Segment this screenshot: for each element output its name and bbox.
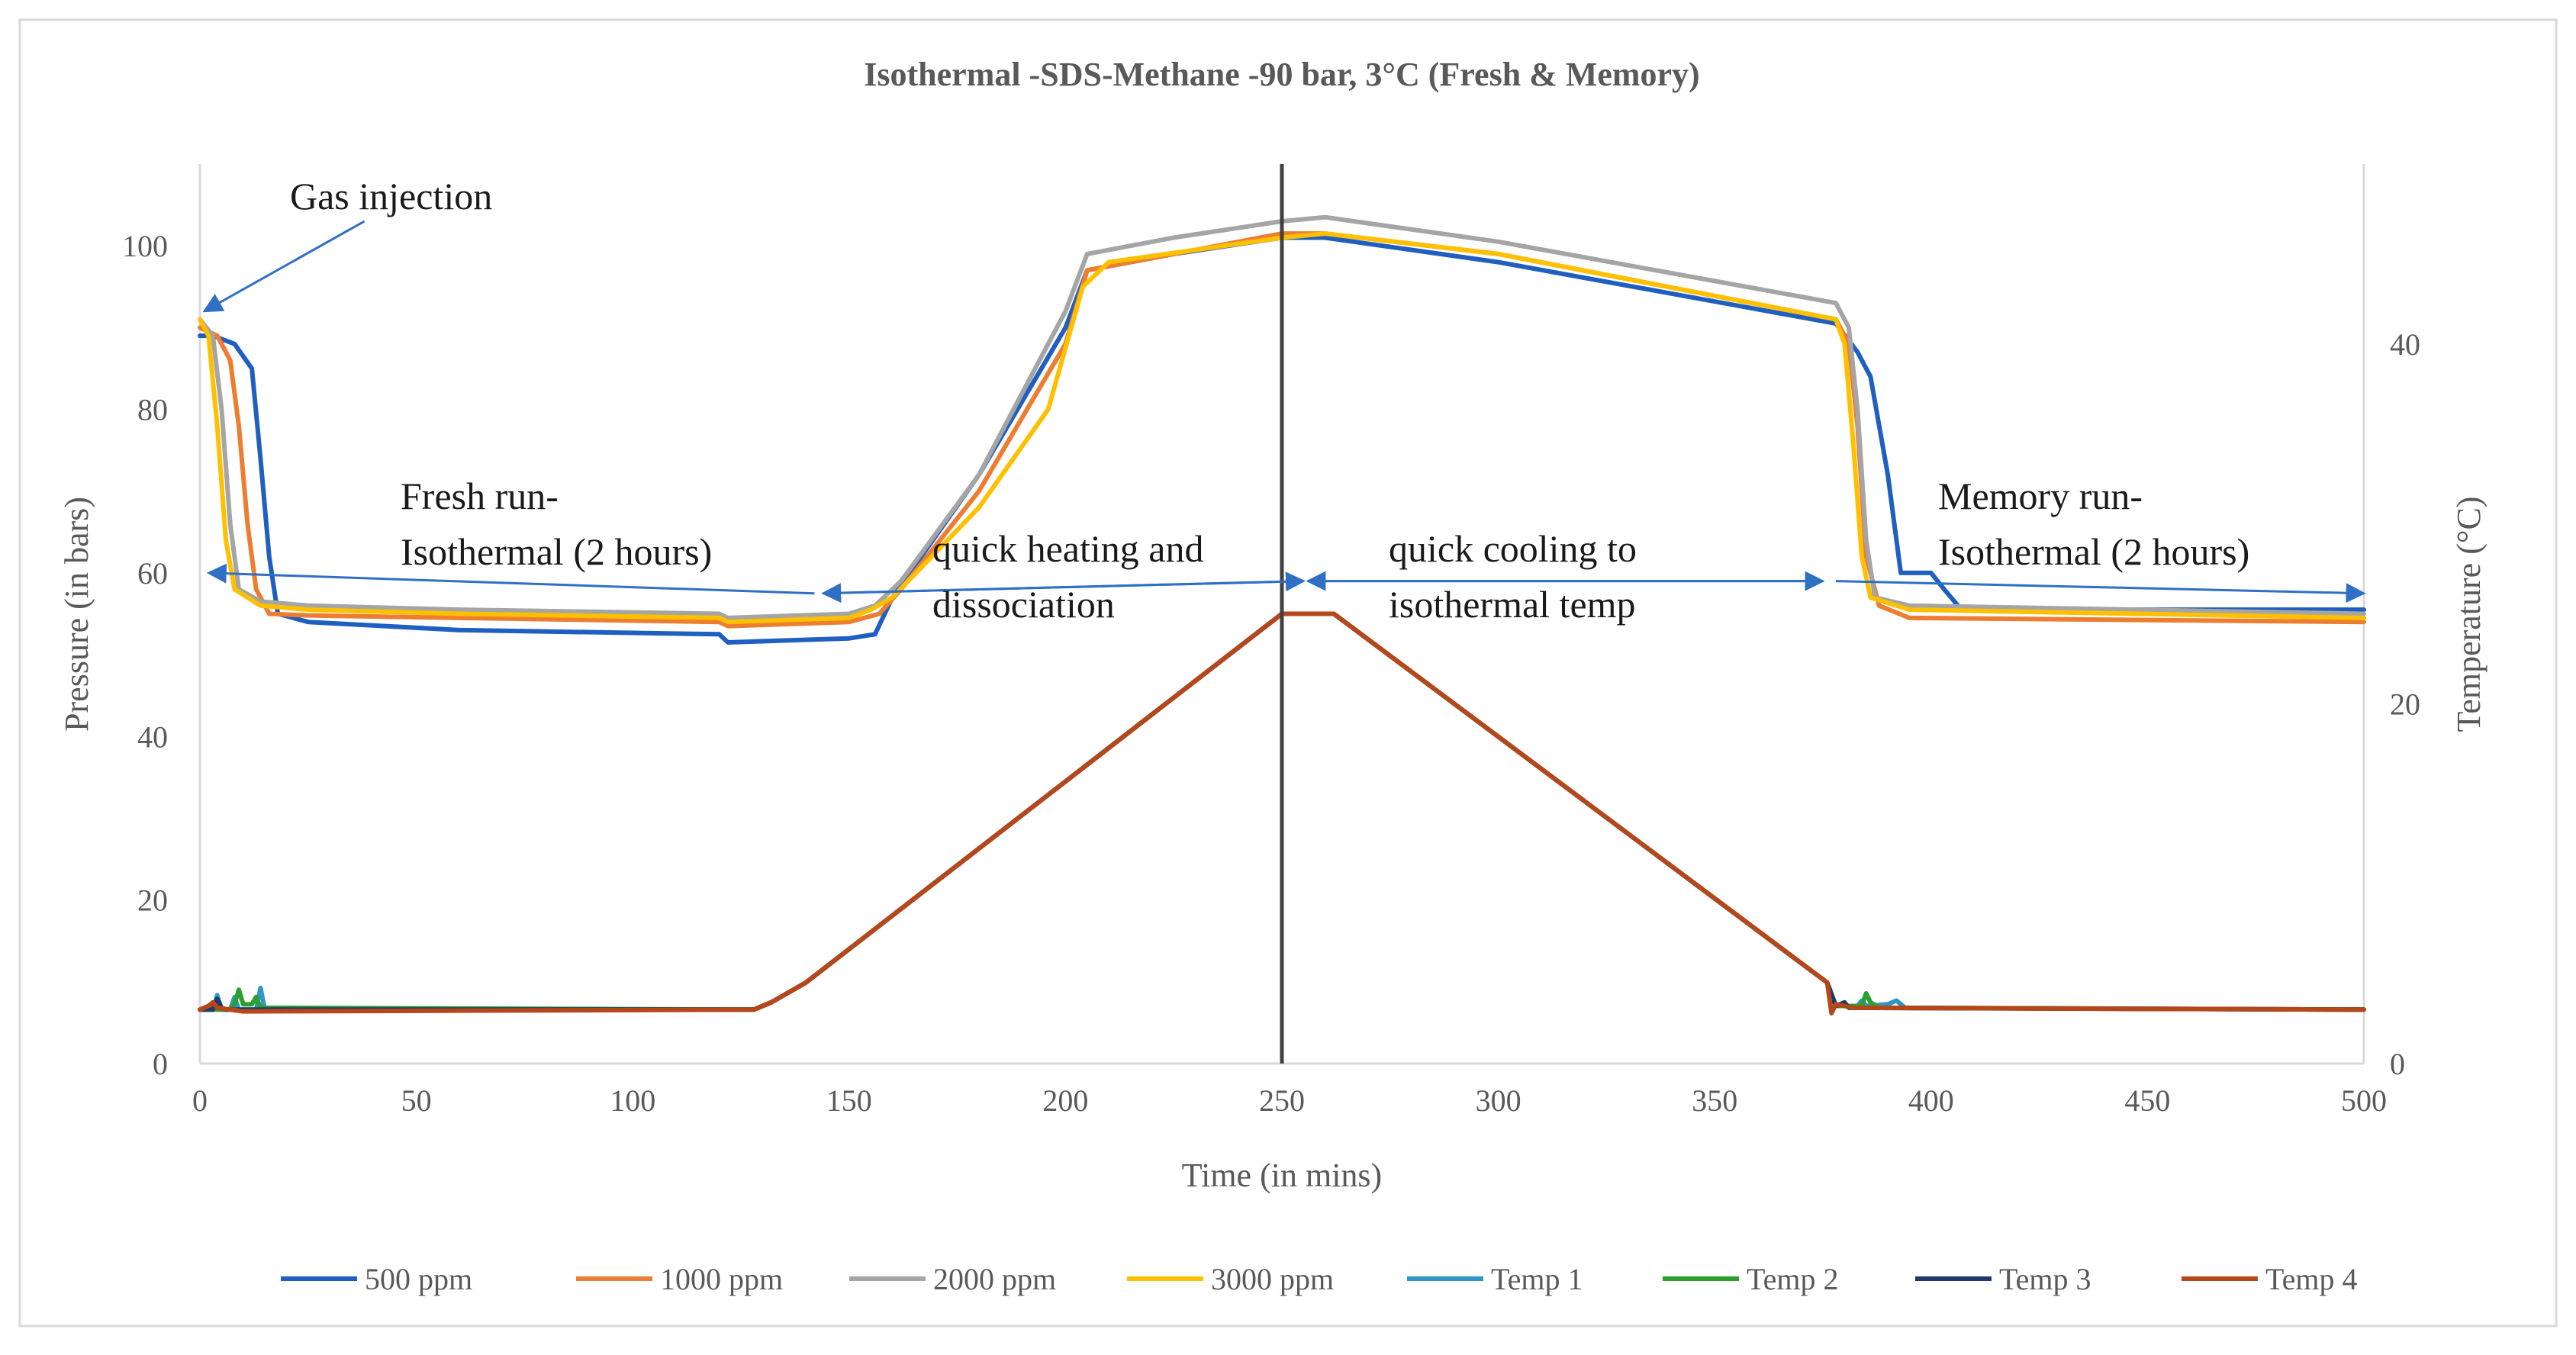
series-line-0	[198, 235, 2366, 645]
legend-label-2: 2000 ppm	[933, 1262, 1056, 1296]
tick-labels-group: 0 50 100 150 200 250 300 350 400 450 5000204060801…	[122, 229, 2420, 1118]
x-axis-label: Time (in mins)	[1182, 1157, 1382, 1194]
annotation-text-4: Memory run-	[1938, 475, 2143, 517]
y-tick-label: 60	[137, 556, 168, 591]
x-tick-label: 50	[401, 1083, 432, 1118]
chart-title: Isothermal -SDS-Methane -90 bar, 3°C (Fr…	[864, 56, 1699, 93]
legend-label-7: Temp 4	[2265, 1262, 2358, 1296]
x-tick-label: 150	[826, 1083, 872, 1118]
annotation-text-1: Fresh run-	[401, 475, 559, 517]
y-tick-label: 80	[137, 393, 168, 427]
x-tick-label: 100	[610, 1083, 655, 1118]
series-line-3	[198, 231, 2366, 625]
legend-label-4: Temp 1	[1491, 1262, 1583, 1296]
legend-label-5: Temp 2	[1747, 1262, 1839, 1296]
y2-tick-label: 20	[2390, 687, 2420, 721]
x-tick-label: 300	[1476, 1083, 1521, 1118]
x-tick-label: 500	[2341, 1083, 2387, 1118]
y-tick-label: 0	[153, 1047, 168, 1081]
y-axis-label: Pressure (in bars)	[58, 497, 95, 732]
x-tick-label: 200	[1042, 1083, 1088, 1118]
annotation-arrow-6	[1835, 580, 2366, 603]
annotation-arrow-1	[206, 563, 815, 595]
y2-tick-label: 40	[2390, 327, 2420, 362]
annotation-text-2: dissociation	[932, 583, 1115, 626]
annotations-group: Gas injection Fresh run- Isothermal (2 hou…	[202, 175, 2366, 626]
x-tick-label: 0	[192, 1083, 208, 1118]
annotation-text-4: Isothermal (2 hours)	[1938, 530, 2249, 573]
y-tick-label: 20	[137, 883, 168, 918]
legend: 500 ppm 1000 ppm 2000 ppm 3000 ppm Temp 1 Tem…	[281, 1262, 2358, 1296]
annotation-text-0: Gas injection	[290, 175, 492, 217]
annotation-text-1: Isothermal (2 hours)	[401, 530, 712, 573]
legend-label-0: 500 ppm	[365, 1262, 472, 1296]
annotation-text-2: quick heating and	[932, 527, 1203, 570]
legend-label-3: 3000 ppm	[1211, 1262, 1334, 1296]
legend-label-6: Temp 3	[1999, 1262, 2091, 1296]
series-group	[198, 214, 2366, 1015]
y-tick-label: 40	[137, 719, 168, 754]
chart-border	[18, 18, 2558, 1328]
x-tick-label: 250	[1259, 1083, 1305, 1118]
y2-axis-label: Temperature (°C)	[2450, 497, 2487, 732]
annotation-arrow-0	[202, 220, 365, 313]
annotation-text-3: quick cooling to	[1389, 527, 1637, 570]
series-line-7	[198, 611, 2366, 1015]
y-tick-label: 100	[122, 229, 168, 263]
series-line-2	[198, 214, 2366, 620]
y2-tick-label: 0	[2390, 1047, 2405, 1081]
annotation-arrow-3	[821, 580, 1304, 603]
annotation-text-3: isothermal temp	[1389, 583, 1636, 626]
x-tick-label: 400	[1908, 1083, 1954, 1118]
x-tick-label: 450	[2124, 1083, 2170, 1118]
legend-label-1: 1000 ppm	[660, 1262, 783, 1296]
x-tick-label: 350	[1692, 1083, 1737, 1118]
